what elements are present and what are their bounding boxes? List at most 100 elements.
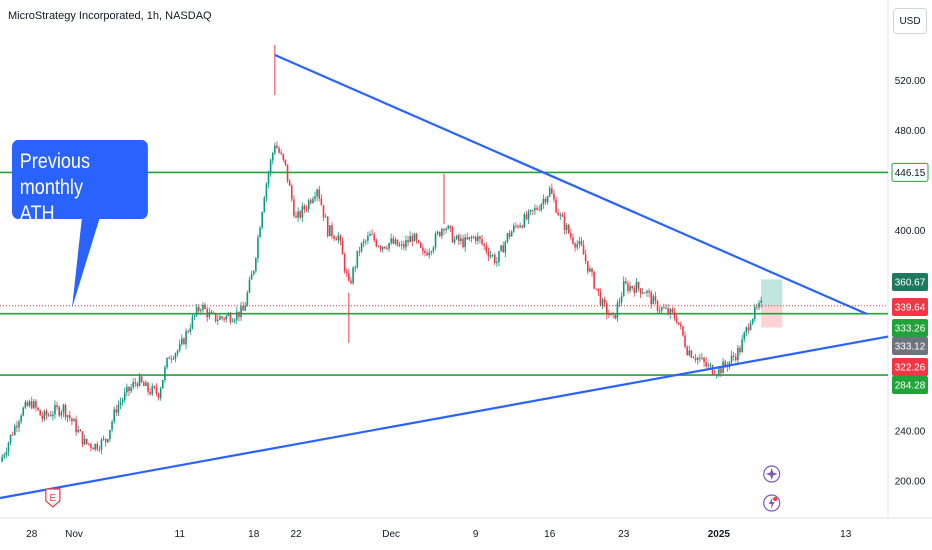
candle-body xyxy=(641,292,644,294)
price-label-box xyxy=(892,358,928,376)
candle-body xyxy=(631,285,633,289)
candle-body xyxy=(512,225,515,232)
candle-body xyxy=(682,326,684,336)
candle-body xyxy=(538,209,540,211)
candle-body xyxy=(121,399,124,403)
y-tick-label: 240.00 xyxy=(895,426,926,437)
candle-body xyxy=(45,410,48,416)
candle-body xyxy=(523,214,526,228)
candle-body xyxy=(673,311,676,319)
trendline xyxy=(0,335,889,500)
candle-body xyxy=(548,188,551,197)
x-tick-label: 9 xyxy=(473,529,479,540)
candle-body xyxy=(756,306,758,308)
candle-body xyxy=(663,307,665,309)
candle-body xyxy=(200,309,202,312)
candle-body xyxy=(238,311,240,318)
candle-body xyxy=(419,242,422,248)
candle-body xyxy=(299,211,302,218)
candle-body xyxy=(162,379,164,389)
candle-body xyxy=(221,316,223,319)
candle-body xyxy=(563,216,566,231)
candle-body xyxy=(310,200,312,203)
candle-body xyxy=(580,241,583,246)
annotation-callout[interactable]: Previous monthly ATH xyxy=(12,140,148,225)
candle-body xyxy=(28,401,31,406)
candle-body xyxy=(747,327,750,331)
candle-body xyxy=(142,382,145,387)
candle-body xyxy=(20,415,22,422)
candle-body xyxy=(707,365,710,367)
candle-body xyxy=(625,281,627,284)
candle-body xyxy=(502,245,504,253)
candle-body xyxy=(754,306,756,319)
candle-body xyxy=(140,376,143,383)
candle-body xyxy=(117,404,120,413)
candle-body xyxy=(16,425,18,428)
candle-body xyxy=(749,323,752,331)
candle-body xyxy=(557,212,559,216)
candle-body xyxy=(181,338,183,345)
candle-body xyxy=(409,236,411,243)
candle-body xyxy=(720,368,722,374)
candle-body xyxy=(153,386,156,388)
candle-body xyxy=(432,247,435,252)
candle-body xyxy=(644,292,646,294)
candle-body xyxy=(646,291,648,293)
price-label-text: 339.64 xyxy=(895,303,926,314)
candle-body xyxy=(656,300,659,311)
candle-body xyxy=(214,312,217,321)
candle-body xyxy=(71,418,73,422)
candle-body xyxy=(195,307,198,316)
price-label-box xyxy=(892,376,928,394)
candle-body xyxy=(164,367,166,380)
candle-body xyxy=(504,241,507,253)
candle-body xyxy=(540,204,543,211)
candle-body xyxy=(145,382,147,387)
candle-body xyxy=(11,434,14,436)
price-label-box xyxy=(892,298,928,316)
candle-body xyxy=(671,308,674,312)
currency-button[interactable]: USD xyxy=(893,8,927,34)
candle-body xyxy=(462,238,464,248)
candle-body xyxy=(168,357,170,359)
candle-body xyxy=(170,358,173,360)
candle-body xyxy=(197,307,200,312)
candle-body xyxy=(288,180,291,186)
candle-body xyxy=(443,228,445,231)
candle-body xyxy=(343,254,346,272)
candle-body xyxy=(515,225,517,227)
candle-body xyxy=(252,270,255,275)
candle-body xyxy=(242,306,244,311)
candle-body xyxy=(407,240,409,243)
candle-body xyxy=(278,148,280,153)
candle-body xyxy=(424,250,426,254)
candle-body xyxy=(159,388,162,399)
candle-body xyxy=(202,304,204,310)
candle-body xyxy=(751,318,754,324)
price-label-box xyxy=(892,337,928,355)
candle-body xyxy=(572,237,574,244)
candle-body xyxy=(333,236,335,239)
candle-body xyxy=(392,238,395,244)
candle-body xyxy=(438,231,441,237)
candle-body xyxy=(58,407,60,416)
candle-body xyxy=(398,244,401,246)
price-label-text: 333.12 xyxy=(895,342,926,353)
annotation-line-1: Previous monthly xyxy=(19,150,91,199)
candle-body xyxy=(248,279,251,293)
candle-body xyxy=(316,189,318,197)
candle-body xyxy=(75,419,77,433)
x-tick-label: 2025 xyxy=(708,529,731,540)
candle-body xyxy=(595,288,598,290)
candle-body xyxy=(352,267,354,284)
candle-body xyxy=(474,236,477,241)
x-tick-label: Nov xyxy=(65,529,83,540)
y-tick-label: 200.00 xyxy=(895,477,926,488)
candle-body xyxy=(411,236,414,242)
candle-body xyxy=(477,236,479,241)
candle-body xyxy=(295,215,297,218)
candle-body xyxy=(88,443,90,445)
